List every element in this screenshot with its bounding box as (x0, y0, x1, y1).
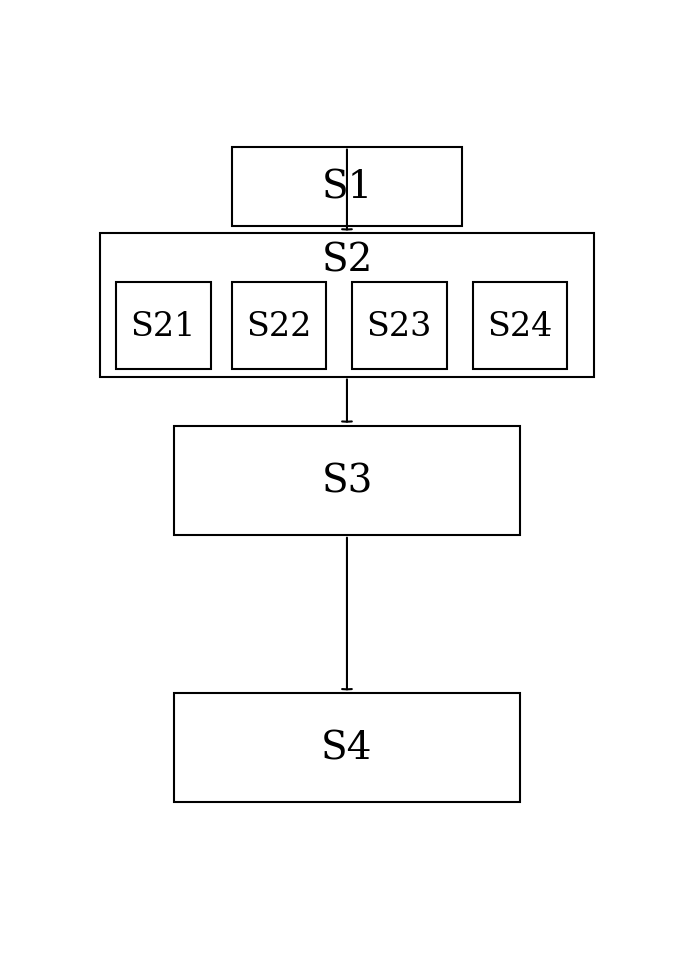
Text: S24: S24 (487, 311, 552, 342)
FancyBboxPatch shape (352, 283, 447, 370)
Text: S21: S21 (131, 311, 196, 342)
Text: S22: S22 (246, 311, 311, 342)
FancyBboxPatch shape (174, 693, 520, 803)
FancyBboxPatch shape (174, 426, 520, 535)
FancyBboxPatch shape (100, 234, 594, 378)
FancyBboxPatch shape (232, 283, 326, 370)
Text: S4: S4 (321, 730, 373, 767)
Text: S3: S3 (322, 463, 372, 500)
FancyBboxPatch shape (232, 148, 462, 227)
Text: S1: S1 (322, 169, 372, 206)
FancyBboxPatch shape (116, 283, 211, 370)
Text: S2: S2 (322, 242, 372, 279)
FancyBboxPatch shape (473, 283, 567, 370)
Text: S23: S23 (367, 311, 432, 342)
